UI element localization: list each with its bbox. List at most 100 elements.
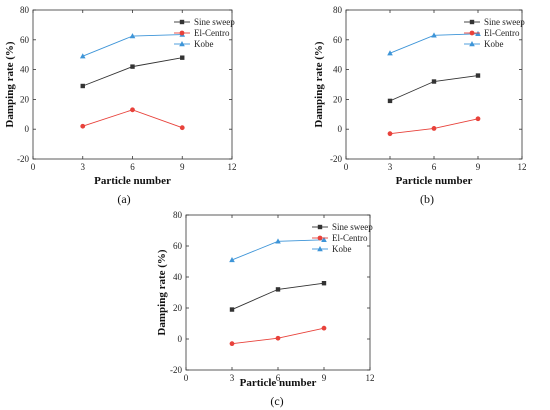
legend-label: Kobe xyxy=(194,39,214,49)
legend-label: Sine sweep xyxy=(332,222,373,232)
y-tick-label: 60 xyxy=(173,241,183,251)
legend-marker xyxy=(469,30,475,36)
data-point xyxy=(79,53,86,59)
x-tick-label: 0 xyxy=(344,162,349,172)
data-point xyxy=(387,98,393,104)
y-tick-label: 20 xyxy=(173,303,183,313)
legend-marker xyxy=(317,224,323,230)
data-point xyxy=(275,238,281,244)
series-kobe xyxy=(387,30,481,56)
legend-label: El-Centro xyxy=(332,233,368,243)
data-point xyxy=(275,287,281,292)
data-point xyxy=(431,126,437,131)
x-tick-label: 3 xyxy=(230,373,235,383)
data-point xyxy=(229,256,235,263)
y-tick-label: -20 xyxy=(170,365,182,375)
legend-marker xyxy=(317,246,323,252)
y-tick-label: 80 xyxy=(173,210,183,220)
x-tick-label: 3 xyxy=(81,162,86,172)
x-tick-label: 3 xyxy=(388,162,393,172)
x-tick-label: 0 xyxy=(184,373,189,383)
data-point xyxy=(229,341,235,347)
series-sine-sweep xyxy=(387,73,481,104)
series-line xyxy=(82,57,183,87)
y-tick-label: 20 xyxy=(333,94,343,104)
panel-label: (c) xyxy=(270,394,283,408)
y-tick-label: 0 xyxy=(25,124,30,134)
panel-label: (a) xyxy=(117,192,130,206)
x-tick-label: 6 xyxy=(432,162,437,172)
y-tick-label: 80 xyxy=(20,5,30,15)
x-tick-label: 6 xyxy=(130,162,135,172)
series-el-centro xyxy=(387,116,481,137)
data-point xyxy=(229,307,235,312)
data-point xyxy=(129,33,136,39)
panel-label: (b) xyxy=(420,192,434,206)
series-el-centro xyxy=(80,107,185,131)
y-tick-label: -20 xyxy=(17,154,29,164)
data-point xyxy=(387,131,393,137)
x-axis-label: Particle number xyxy=(240,377,317,389)
y-tick-label: -20 xyxy=(330,154,342,164)
y-tick-label: 80 xyxy=(333,5,343,15)
y-axis-label: Damping rate (%) xyxy=(4,41,16,127)
y-axis-label: Damping rate (%) xyxy=(156,249,168,335)
legend-label: Sine sweep xyxy=(484,17,525,27)
legend-label: El-Centro xyxy=(484,28,520,38)
x-tick-label: 12 xyxy=(518,162,527,172)
data-point xyxy=(431,32,437,38)
legend-label: Kobe xyxy=(332,244,352,254)
data-point xyxy=(130,64,135,69)
data-point xyxy=(475,73,481,78)
x-tick-label: 6 xyxy=(276,373,281,383)
data-point xyxy=(80,123,86,129)
data-point xyxy=(80,83,85,89)
y-tick-label: 40 xyxy=(20,65,30,75)
legend-label: El-Centro xyxy=(194,28,230,38)
data-point xyxy=(475,116,481,122)
data-point xyxy=(387,50,393,56)
y-axis-label: Damping rate (%) xyxy=(313,41,325,127)
data-point xyxy=(179,125,185,131)
data-point xyxy=(321,236,327,242)
legend-marker xyxy=(469,41,475,47)
y-tick-label: 40 xyxy=(333,65,343,75)
data-point xyxy=(431,79,437,84)
legend-marker xyxy=(179,41,185,47)
x-axis-label: Particle number xyxy=(396,175,473,187)
series-sine-sweep xyxy=(80,55,185,89)
data-point xyxy=(321,281,327,286)
series-kobe xyxy=(79,31,186,59)
x-tick-label: 9 xyxy=(476,162,481,172)
legend-marker xyxy=(179,19,185,25)
data-point xyxy=(275,335,281,341)
data-point xyxy=(180,55,185,60)
legend-label: Sine sweep xyxy=(194,17,235,27)
x-axis-label: Particle number xyxy=(94,175,171,187)
data-point xyxy=(130,107,135,113)
x-tick-label: 9 xyxy=(322,373,327,383)
legend-marker xyxy=(469,19,475,25)
x-tick-label: 12 xyxy=(366,373,375,383)
series-sine-sweep xyxy=(229,281,327,312)
legend-label: Kobe xyxy=(484,39,504,49)
y-tick-label: 60 xyxy=(333,35,343,45)
y-tick-label: 40 xyxy=(173,272,183,282)
legend-marker xyxy=(317,235,323,241)
x-tick-label: 9 xyxy=(180,162,185,172)
y-tick-label: 60 xyxy=(20,35,30,45)
data-point xyxy=(321,325,327,331)
series-el-centro xyxy=(229,325,327,347)
x-tick-label: 12 xyxy=(228,162,237,172)
series-line xyxy=(82,109,183,129)
series-kobe xyxy=(229,236,327,263)
legend-marker xyxy=(179,30,185,36)
series-line xyxy=(231,282,325,310)
